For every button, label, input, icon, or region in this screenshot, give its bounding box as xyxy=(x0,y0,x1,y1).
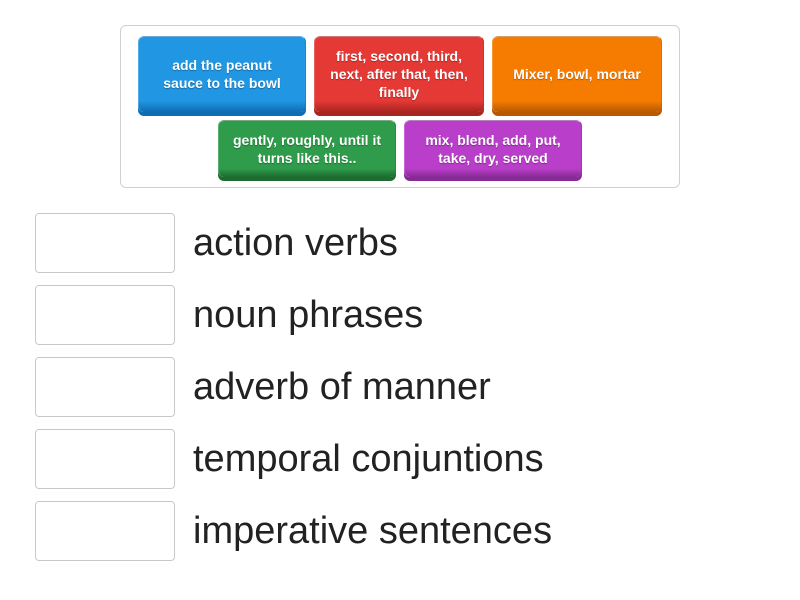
draggable-tile[interactable]: first, second, third, next, after that, … xyxy=(314,36,484,112)
answer-row: noun phrases xyxy=(35,285,765,345)
answer-label: adverb of manner xyxy=(193,368,491,406)
answer-row: imperative sentences xyxy=(35,501,765,561)
answers-list: action verbs noun phrases adverb of manner… xyxy=(35,213,765,561)
drop-target[interactable] xyxy=(35,501,175,561)
drop-target[interactable] xyxy=(35,285,175,345)
answer-label: action verbs xyxy=(193,224,398,262)
draggable-tile[interactable]: Mixer, bowl, mortar xyxy=(492,36,662,112)
answer-row: action verbs xyxy=(35,213,765,273)
answer-label: noun phrases xyxy=(193,296,423,334)
answer-row: temporal conjuntions xyxy=(35,429,765,489)
answer-row: adverb of manner xyxy=(35,357,765,417)
answer-label: temporal conjuntions xyxy=(193,440,544,478)
drop-target[interactable] xyxy=(35,213,175,273)
drop-target[interactable] xyxy=(35,429,175,489)
drop-target[interactable] xyxy=(35,357,175,417)
draggable-tile[interactable]: mix, blend, add, put, take, dry, served xyxy=(404,120,582,177)
draggable-tile[interactable]: gently, roughly, until it turns like thi… xyxy=(218,120,396,177)
draggable-tile[interactable]: add the peanut sauce to the bowl xyxy=(138,36,306,112)
answer-label: imperative sentences xyxy=(193,512,552,550)
quiz-container: add the peanut sauce to the bowlfirst, s… xyxy=(0,0,800,586)
tile-bank: add the peanut sauce to the bowlfirst, s… xyxy=(120,25,680,188)
